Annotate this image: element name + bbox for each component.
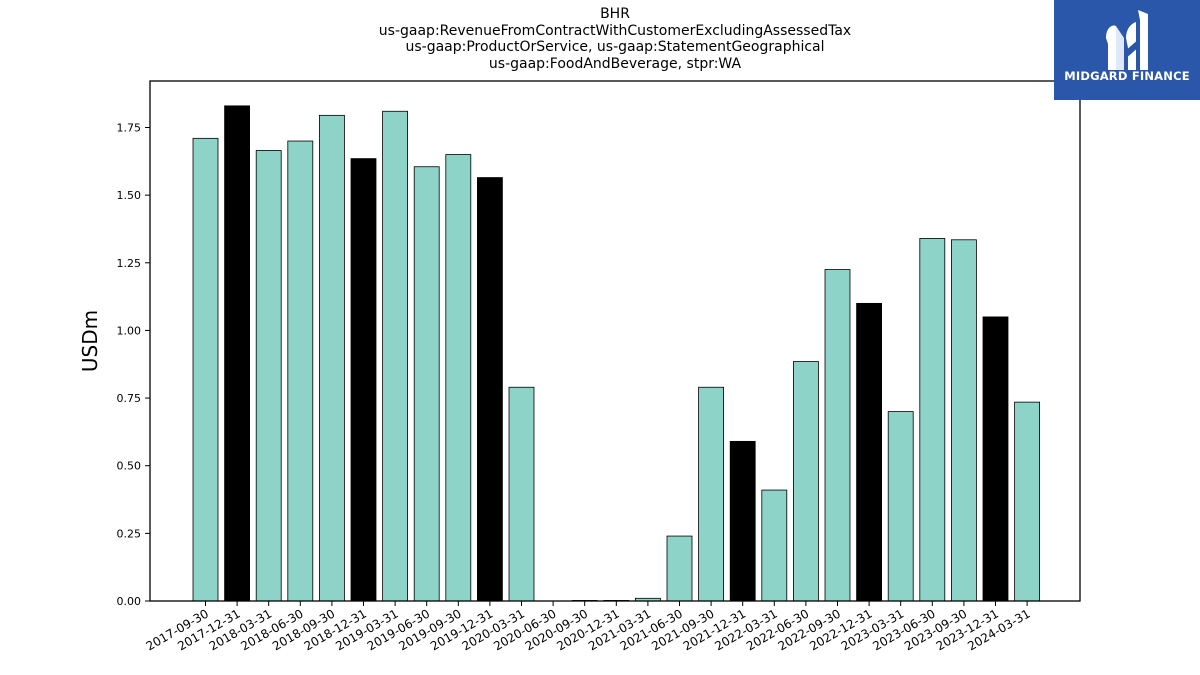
bar-2024-03-31 xyxy=(1014,401,1040,602)
bar-2019-09-30 xyxy=(445,154,472,602)
x-axis-ticks: 2017-09-302017-12-312018-03-312018-06-30… xyxy=(144,601,1033,653)
bar-2022-06-30 xyxy=(793,361,819,602)
bar-2019-06-30 xyxy=(413,166,440,602)
bar-2020-03-31 xyxy=(508,386,535,602)
y-tick-label: 0.50 xyxy=(117,460,142,473)
plot-frame xyxy=(149,80,1081,602)
bar-2022-09-30 xyxy=(824,269,851,602)
bar-2021-12-31 xyxy=(729,440,756,602)
bar-2018-12-31 xyxy=(350,158,377,602)
y-axis-label: USDm xyxy=(78,310,102,372)
title-line-2: us-gaap:RevenueFromContractWithCustomerE… xyxy=(378,22,852,39)
bars-group xyxy=(192,105,1040,602)
y-tick-label: 1.75 xyxy=(117,122,142,135)
midgard-finance-logo: MIDGARD FINANCE xyxy=(1054,0,1200,100)
chart-title: BHR us-gaap:RevenueFromContractWithCusto… xyxy=(150,6,1080,72)
bar-2017-12-31 xyxy=(224,105,251,602)
bar-2023-12-31 xyxy=(982,316,1009,602)
bar-2021-09-30 xyxy=(698,386,724,602)
logo-text: MIDGARD FINANCE xyxy=(1064,69,1190,83)
y-axis-ticks: 0.00 0.25 0.50 0.75 1.00 1.25 1.50 1.75 xyxy=(117,122,150,608)
title-line-4: us-gaap:FoodAndBeverage, stpr:WA xyxy=(488,55,742,72)
bar-2022-12-31 xyxy=(856,302,882,602)
bar-2017-09-30 xyxy=(192,137,219,602)
bar-2018-03-31 xyxy=(255,150,282,602)
bar-2018-06-30 xyxy=(287,140,314,602)
midgard-logo-icon xyxy=(1106,10,1148,70)
bar-2019-12-31 xyxy=(476,177,503,602)
y-tick-label: 0.25 xyxy=(117,527,142,540)
bar-2021-06-30 xyxy=(666,535,693,602)
bar-2023-06-30 xyxy=(919,238,946,602)
bar-2019-03-31 xyxy=(382,110,409,602)
title-line-3: us-gaap:ProductOrService, us-gaap:Statem… xyxy=(405,39,825,55)
bar-2023-03-31 xyxy=(887,411,914,602)
bar-2018-09-30 xyxy=(318,114,345,602)
y-tick-label: 1.00 xyxy=(117,324,142,337)
bar-2022-03-31 xyxy=(761,489,788,602)
y-tick-label: 1.25 xyxy=(117,257,142,270)
title-line-1: BHR xyxy=(600,6,630,22)
y-tick-label: 0.00 xyxy=(117,595,142,608)
bar-2023-09-30 xyxy=(951,239,977,602)
y-tick-label: 0.75 xyxy=(117,392,142,405)
y-tick-label: 1.50 xyxy=(117,189,142,202)
